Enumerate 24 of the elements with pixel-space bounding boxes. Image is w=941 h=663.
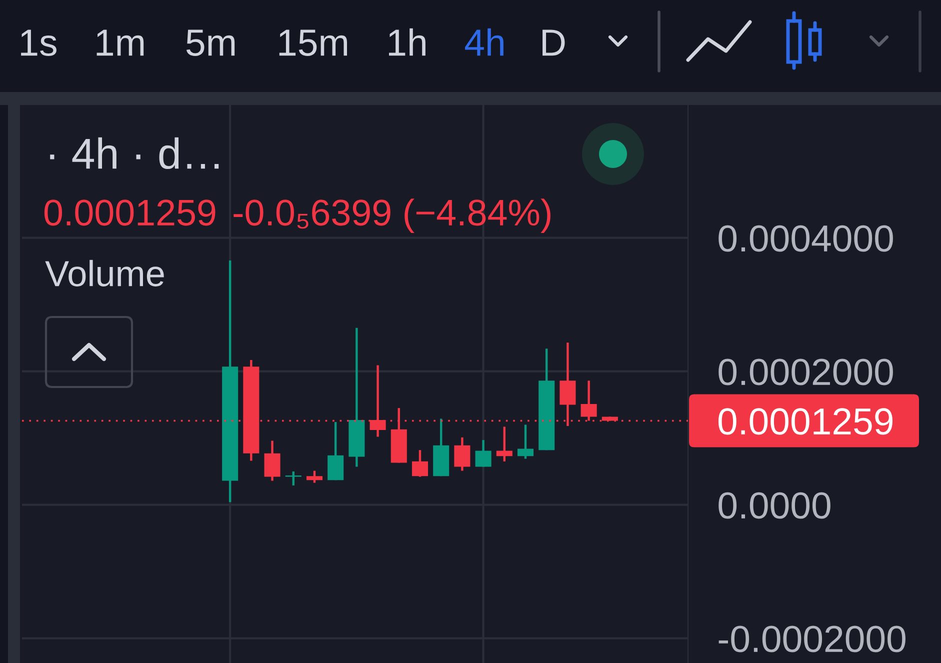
candlestick <box>412 448 428 478</box>
y-tick-label: 0.0002000 <box>718 358 893 386</box>
candlestick <box>475 438 492 468</box>
ref-line-label: 0.0001259 <box>718 408 892 435</box>
candlestick <box>496 426 512 463</box>
text: Volume <box>45 260 164 286</box>
text: 4h <box>465 28 504 56</box>
text: 1h <box>389 28 426 56</box>
text: 1s <box>21 30 56 56</box>
candlestick <box>517 424 534 460</box>
y-tick-label: 0.0004000 <box>718 225 893 252</box>
text: 0.0001259 <box>44 200 216 226</box>
text: 1m <box>96 30 144 56</box>
y-tick-label: 0.0000 <box>718 492 830 519</box>
text: D <box>542 30 565 56</box>
annotation: -0.0₅6399 (−4.84%) <box>234 198 550 233</box>
text: 15m <box>279 30 348 56</box>
candlestick <box>285 470 302 487</box>
y-tick-label: -0.0002000 <box>718 626 906 652</box>
candlestick <box>454 436 470 472</box>
candlestick <box>306 470 322 484</box>
text: 5m <box>186 30 235 56</box>
text: · 4h · d… <box>50 137 219 170</box>
candlestick <box>264 440 280 482</box>
